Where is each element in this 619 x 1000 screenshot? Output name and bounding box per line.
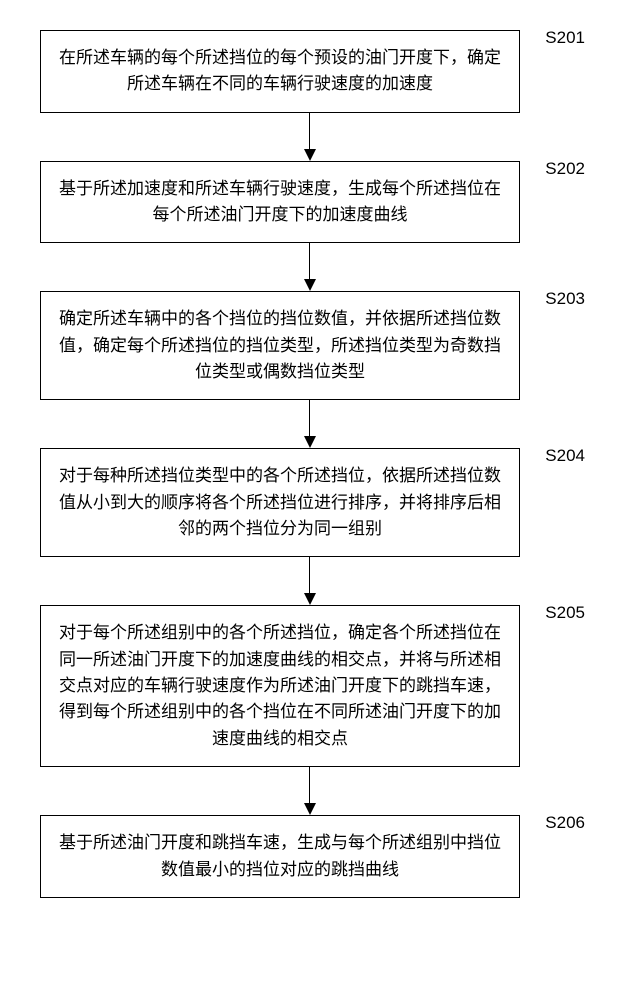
step-box-3: 确定所述车辆中的各个挡位的挡位数值，并依据所述挡位数值，确定每个所述挡位的挡位类… [40, 291, 520, 400]
step-box-1: 在所述车辆的每个所述挡位的每个预设的油门开度下，确定所述车辆在不同的车辆行驶速度… [40, 30, 520, 113]
flowchart-container: 在所述车辆的每个所述挡位的每个预设的油门开度下，确定所述车辆在不同的车辆行驶速度… [40, 30, 579, 898]
step-text-2: 基于所述加速度和所述车辆行驶速度，生成每个所述挡位在每个所述油门开度下的加速度曲… [59, 179, 501, 224]
arrow-2 [70, 243, 550, 291]
step-box-4: 对于每种所述挡位类型中的各个所述挡位，依据所述挡位数值从小到大的顺序将各个所述挡… [40, 448, 520, 557]
arrow-head-icon [304, 279, 316, 291]
arrow-line [309, 767, 311, 803]
arrow-head-icon [304, 593, 316, 605]
arrow-line [309, 400, 311, 436]
step-wrap-4: 对于每种所述挡位类型中的各个所述挡位，依据所述挡位数值从小到大的顺序将各个所述挡… [40, 448, 579, 557]
arrow-3 [70, 400, 550, 448]
arrow-head-icon [304, 436, 316, 448]
step-box-6: 基于所述油门开度和跳挡车速，生成与每个所述组别中挡位数值最小的挡位对应的跳挡曲线 [40, 815, 520, 898]
step-text-6: 基于所述油门开度和跳挡车速，生成与每个所述组别中挡位数值最小的挡位对应的跳挡曲线 [59, 833, 501, 878]
step-wrap-5: 对于每个所述组别中的各个所述挡位，确定各个所述挡位在同一所述油门开度下的加速度曲… [40, 605, 579, 767]
arrow-line [309, 243, 311, 279]
arrow-5 [70, 767, 550, 815]
step-label-2: S202 [545, 159, 585, 179]
step-wrap-6: 基于所述油门开度和跳挡车速，生成与每个所述组别中挡位数值最小的挡位对应的跳挡曲线… [40, 815, 579, 898]
step-text-1: 在所述车辆的每个所述挡位的每个预设的油门开度下，确定所述车辆在不同的车辆行驶速度… [59, 48, 501, 93]
step-text-3: 确定所述车辆中的各个挡位的挡位数值，并依据所述挡位数值，确定每个所述挡位的挡位类… [59, 309, 501, 381]
arrow-head-icon [304, 149, 316, 161]
arrow-head-icon [304, 803, 316, 815]
arrow-4 [70, 557, 550, 605]
step-text-4: 对于每种所述挡位类型中的各个所述挡位，依据所述挡位数值从小到大的顺序将各个所述挡… [59, 466, 501, 538]
step-label-6: S206 [545, 813, 585, 833]
step-label-4: S204 [545, 446, 585, 466]
step-wrap-2: 基于所述加速度和所述车辆行驶速度，生成每个所述挡位在每个所述油门开度下的加速度曲… [40, 161, 579, 244]
step-label-3: S203 [545, 289, 585, 309]
step-wrap-3: 确定所述车辆中的各个挡位的挡位数值，并依据所述挡位数值，确定每个所述挡位的挡位类… [40, 291, 579, 400]
arrow-line [309, 557, 311, 593]
step-label-1: S201 [545, 28, 585, 48]
arrow-1 [70, 113, 550, 161]
step-wrap-1: 在所述车辆的每个所述挡位的每个预设的油门开度下，确定所述车辆在不同的车辆行驶速度… [40, 30, 579, 113]
step-label-5: S205 [545, 603, 585, 623]
step-box-5: 对于每个所述组别中的各个所述挡位，确定各个所述挡位在同一所述油门开度下的加速度曲… [40, 605, 520, 767]
step-box-2: 基于所述加速度和所述车辆行驶速度，生成每个所述挡位在每个所述油门开度下的加速度曲… [40, 161, 520, 244]
arrow-line [309, 113, 311, 149]
step-text-5: 对于每个所述组别中的各个所述挡位，确定各个所述挡位在同一所述油门开度下的加速度曲… [59, 623, 501, 747]
